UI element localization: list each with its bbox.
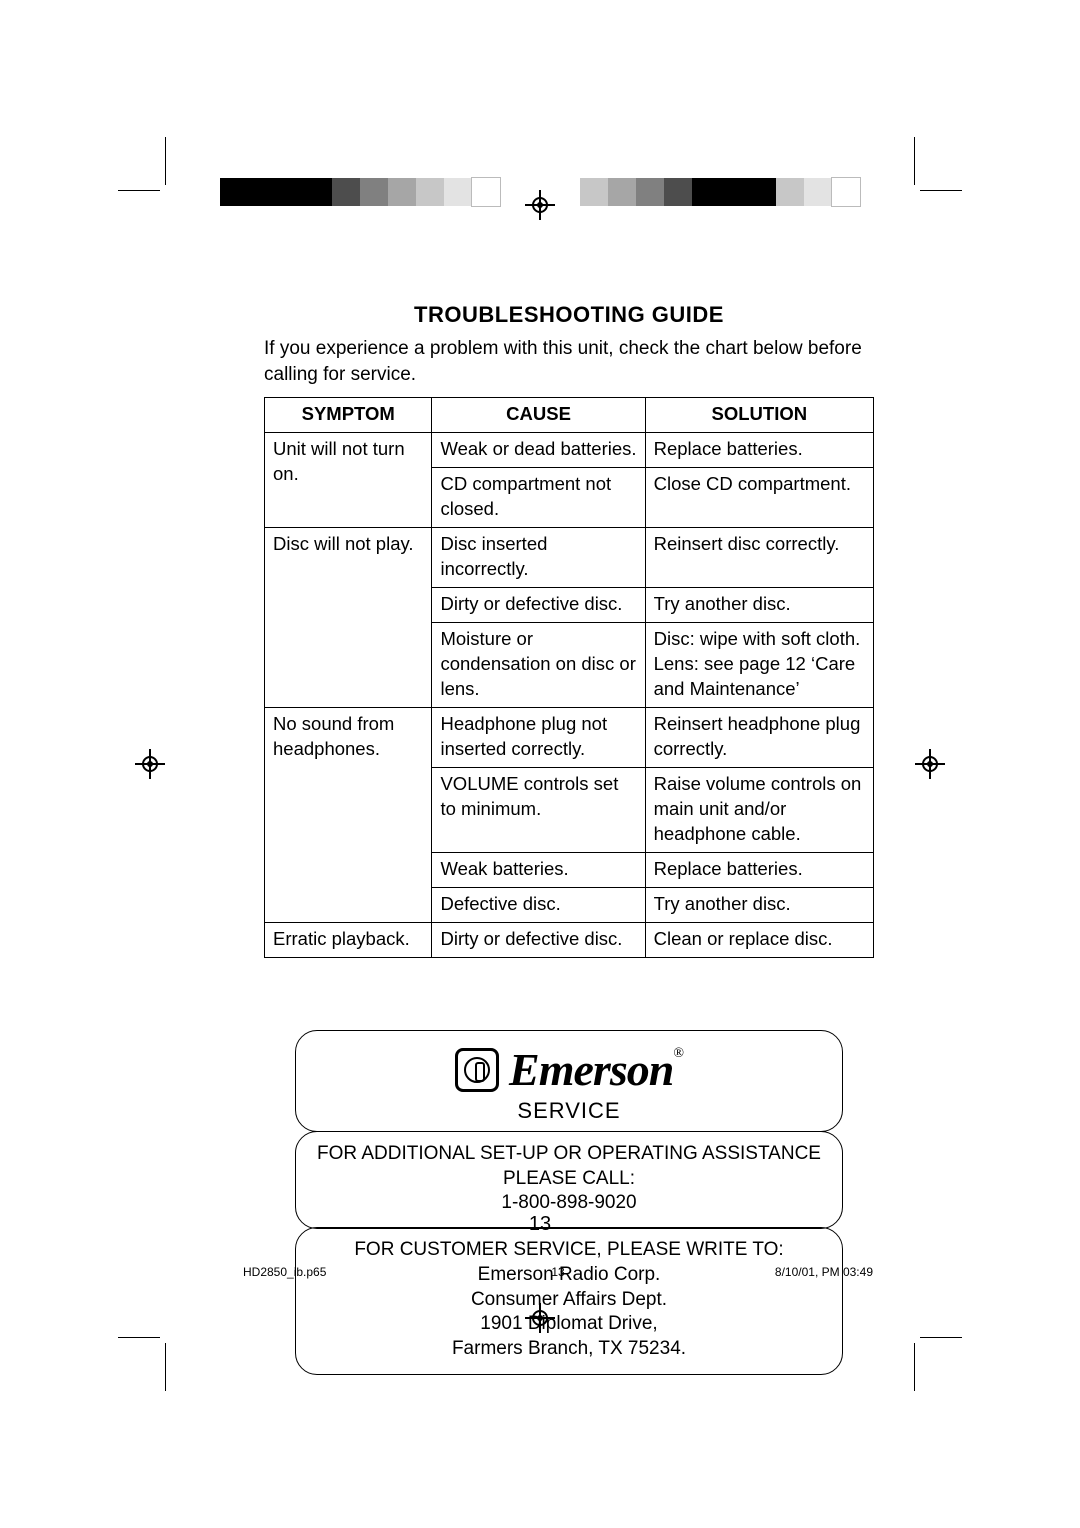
cell-cause: Defective disc.	[432, 887, 645, 922]
color-swatch	[416, 178, 444, 206]
col-cause: CAUSE	[432, 398, 645, 433]
color-bar-left	[220, 178, 500, 206]
brand-name: Emerson®	[509, 1047, 683, 1093]
cell-cause: Headphone plug not inserted correctly.	[432, 707, 645, 767]
color-swatch	[332, 178, 360, 206]
registration-mark-icon	[135, 749, 165, 779]
color-swatch	[748, 178, 776, 206]
cell-solution: Clean or replace disc.	[645, 922, 873, 957]
color-swatch	[580, 178, 608, 206]
color-swatch	[248, 178, 276, 206]
registered-mark: ®	[673, 1046, 683, 1061]
cell-solution: Replace batteries.	[645, 852, 873, 887]
troubleshooting-table: SYMPTOM CAUSE SOLUTION Unit will not tur…	[264, 397, 874, 957]
cell-cause: Moisture or condensation on disc or lens…	[432, 623, 645, 708]
crop-mark	[920, 1337, 962, 1338]
color-swatch	[360, 178, 388, 206]
color-swatch	[636, 178, 664, 206]
footer-page: 13	[243, 1265, 873, 1279]
color-swatch	[608, 178, 636, 206]
table-body: Unit will not turn on.Weak or dead batte…	[265, 433, 874, 957]
cell-symptom: Erratic playback.	[265, 922, 432, 957]
cell-solution: Disc: wipe with soft cloth. Lens: see pa…	[645, 623, 873, 708]
cell-solution: Reinsert headphone plug correctly.	[645, 707, 873, 767]
assist-line-1: FOR ADDITIONAL SET-UP OR OPERATING ASSIS…	[310, 1142, 828, 1167]
table-row: Erratic playback.Dirty or defective disc…	[265, 922, 874, 957]
emerson-logo-icon	[455, 1048, 499, 1092]
cell-cause: Dirty or defective disc.	[432, 588, 645, 623]
page-number: 13	[0, 1213, 1080, 1236]
color-swatch	[276, 178, 304, 206]
cell-cause: Weak or dead batteries.	[432, 433, 645, 468]
crop-mark	[118, 1337, 160, 1338]
color-swatch	[388, 178, 416, 206]
cell-symptom: No sound from headphones.	[265, 707, 432, 922]
cell-solution: Reinsert disc correctly.	[645, 528, 873, 588]
address-line: Farmers Branch, TX 75234.	[310, 1337, 828, 1362]
cell-solution: Replace batteries.	[645, 433, 873, 468]
service-heading: SERVICE	[310, 1097, 828, 1126]
service-logo-section: Emerson® SERVICE	[295, 1030, 843, 1133]
table-header-row: SYMPTOM CAUSE SOLUTION	[265, 398, 874, 433]
color-swatch	[304, 178, 332, 206]
color-swatch	[720, 178, 748, 206]
footer: HD2850_ib.p65 13 8/10/01, PM 03:49	[243, 1265, 873, 1279]
cs-intro: FOR CUSTOMER SERVICE, PLEASE WRITE TO:	[310, 1238, 828, 1263]
cell-cause: Weak batteries.	[432, 852, 645, 887]
color-swatch	[804, 178, 832, 206]
cell-symptom: Unit will not turn on.	[265, 433, 432, 528]
crop-mark	[118, 190, 160, 191]
crop-mark	[165, 1343, 166, 1391]
cell-solution: Try another disc.	[645, 887, 873, 922]
cell-cause: VOLUME controls set to minimum.	[432, 767, 645, 852]
color-swatch	[664, 178, 692, 206]
cell-symptom: Disc will not play.	[265, 528, 432, 708]
table-row: Disc will not play.Disc inserted incorre…	[265, 528, 874, 588]
color-swatch	[776, 178, 804, 206]
table-row: No sound from headphones.Headphone plug …	[265, 707, 874, 767]
crop-mark	[165, 137, 166, 185]
color-swatch	[472, 178, 500, 206]
page-title: TROUBLESHOOTING GUIDE	[264, 302, 874, 328]
intro-text: If you experience a problem with this un…	[264, 336, 874, 387]
color-swatch	[692, 178, 720, 206]
address-line: Consumer Affairs Dept.	[310, 1288, 828, 1313]
color-swatch	[832, 178, 860, 206]
col-solution: SOLUTION	[645, 398, 873, 433]
color-swatch	[444, 178, 472, 206]
color-bar-right	[580, 178, 860, 206]
col-symptom: SYMPTOM	[265, 398, 432, 433]
table-row: Unit will not turn on.Weak or dead batte…	[265, 433, 874, 468]
service-address-section: FOR CUSTOMER SERVICE, PLEASE WRITE TO: E…	[295, 1227, 843, 1374]
service-box: Emerson® SERVICE FOR ADDITIONAL SET-UP O…	[295, 1030, 843, 1375]
crop-mark	[920, 190, 962, 191]
registration-mark-icon	[915, 749, 945, 779]
color-swatch	[220, 178, 248, 206]
assist-line-2: PLEASE CALL:	[310, 1167, 828, 1192]
cell-cause: CD compartment not closed.	[432, 468, 645, 528]
registration-mark-icon	[525, 190, 555, 220]
brand-text: Emerson	[509, 1044, 673, 1095]
crop-mark	[914, 1343, 915, 1391]
cell-cause: Dirty or defective disc.	[432, 922, 645, 957]
cell-solution: Try another disc.	[645, 588, 873, 623]
cell-solution: Raise volume controls on main unit and/o…	[645, 767, 873, 852]
address-line: 1901 Diplomat Drive,	[310, 1312, 828, 1337]
crop-mark	[914, 137, 915, 185]
cell-solution: Close CD compartment.	[645, 468, 873, 528]
cell-cause: Disc inserted incorrectly.	[432, 528, 645, 588]
